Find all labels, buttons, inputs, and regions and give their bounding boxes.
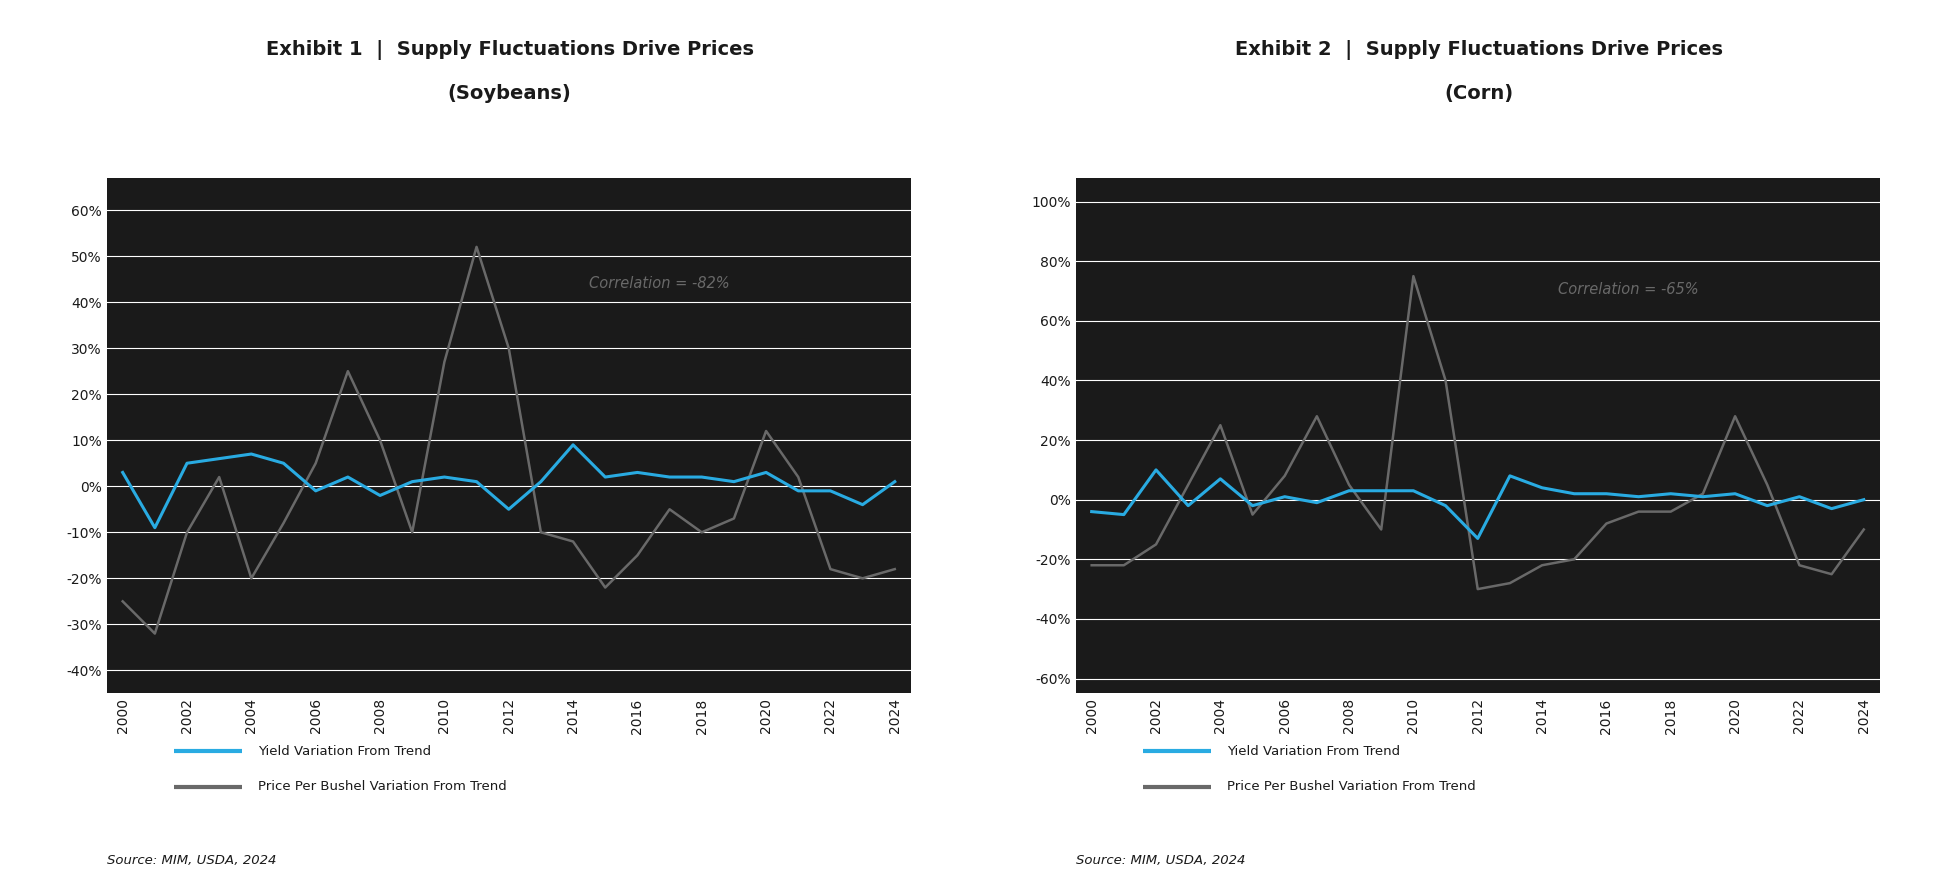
Text: Yield Variation From Trend: Yield Variation From Trend [1227, 745, 1399, 757]
Text: Yield Variation From Trend: Yield Variation From Trend [258, 745, 430, 757]
Text: Price Per Bushel Variation From Trend: Price Per Bushel Variation From Trend [258, 781, 506, 793]
Text: Source: MIM, USDA, 2024: Source: MIM, USDA, 2024 [1076, 853, 1244, 867]
Text: Source: MIM, USDA, 2024: Source: MIM, USDA, 2024 [107, 853, 275, 867]
Text: Correlation = -82%: Correlation = -82% [589, 276, 731, 292]
Text: Exhibit 1  |  Supply Fluctuations Drive Prices: Exhibit 1 | Supply Fluctuations Drive Pr… [266, 40, 754, 60]
Text: Price Per Bushel Variation From Trend: Price Per Bushel Variation From Trend [1227, 781, 1475, 793]
Text: (Soybeans): (Soybeans) [448, 84, 572, 103]
Text: Correlation = -65%: Correlation = -65% [1558, 282, 1700, 297]
Text: (Corn): (Corn) [1444, 84, 1514, 103]
Text: Exhibit 2  |  Supply Fluctuations Drive Prices: Exhibit 2 | Supply Fluctuations Drive Pr… [1235, 40, 1723, 60]
